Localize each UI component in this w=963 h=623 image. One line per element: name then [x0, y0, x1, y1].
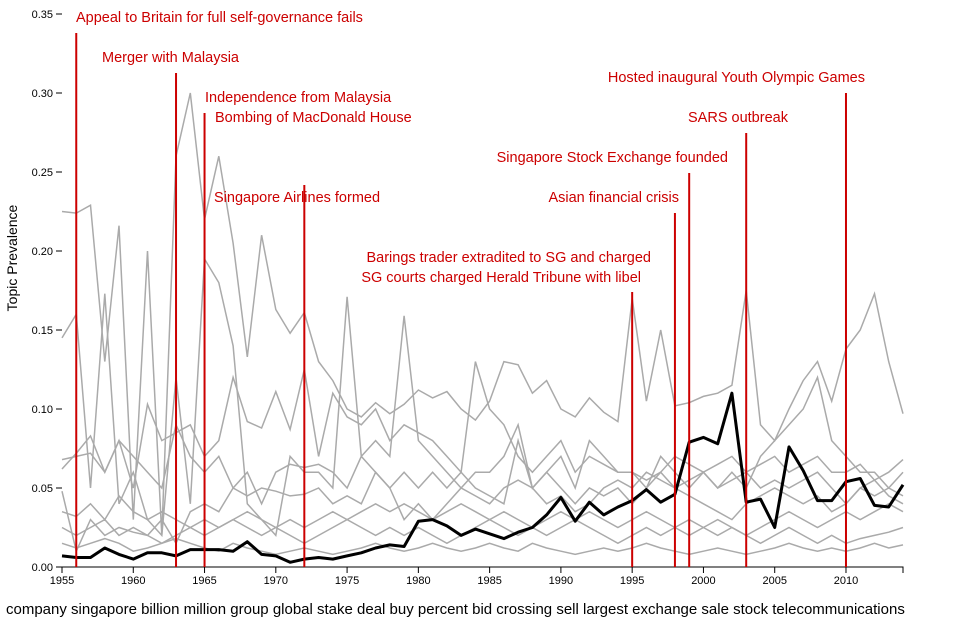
other-topic-lines	[61, 92, 904, 556]
x-tick-label: 2010	[834, 575, 858, 587]
event-label: Hosted inaugural Youth Olympic Games	[608, 70, 865, 86]
x-tick-label: 1955	[50, 575, 74, 587]
x-tick: 1955	[50, 567, 74, 587]
x-tick-label: 2005	[762, 575, 786, 587]
y-tick: 0.30	[32, 88, 62, 100]
event-label: Asian financial crisis	[548, 190, 679, 206]
event-label: Merger with Malaysia	[102, 50, 240, 66]
event-label: Singapore Airlines formed	[214, 190, 380, 206]
event-marker: Merger with Malaysia	[102, 50, 240, 567]
y-tick-label: 0.05	[32, 483, 53, 495]
event-label: Independence from Malaysia	[205, 90, 392, 106]
y-tick: 0.10	[32, 404, 62, 416]
x-tick-label: 1995	[620, 575, 644, 587]
x-tick: 2000	[691, 567, 716, 587]
x-tick: 1995	[620, 567, 644, 587]
y-axis: 0.00 0.05 0.10 0.15 0.20 0.25 0.30 0.35	[32, 9, 62, 574]
event-marker: Hosted inaugural Youth Olympic Games	[608, 70, 865, 567]
x-tick-label: 1985	[477, 575, 501, 587]
x-tick: 1970	[264, 567, 288, 587]
x-tick: 2005	[762, 567, 787, 587]
y-tick-label: 0.15	[32, 325, 53, 337]
y-tick-label: 0.35	[32, 9, 53, 21]
event-label: SG courts charged Herald Tribune with li…	[361, 270, 641, 286]
topic-caption: company singapore billion million group …	[6, 601, 905, 618]
x-tick-label: 1965	[192, 575, 216, 587]
x-tick-label: 1990	[549, 575, 573, 587]
topic-line	[61, 470, 904, 554]
topic-line	[61, 92, 904, 536]
x-tick-label: 1970	[264, 575, 288, 587]
event-label: SARS outbreak	[688, 110, 789, 126]
event-label: Appeal to Britain for full self-governan…	[76, 10, 363, 26]
x-tick: 1985	[477, 567, 502, 587]
y-tick: 0.05	[32, 483, 62, 495]
y-tick-label: 0.10	[32, 404, 53, 416]
topic-line	[61, 494, 904, 537]
y-tick: 0.25	[32, 167, 62, 179]
x-tick: 1975	[335, 567, 359, 587]
y-axis-label: Topic Prevalence	[4, 204, 20, 311]
event-marker: Appeal to Britain for full self-governan…	[75, 10, 363, 567]
event-marker: Barings trader extradited to SG and char…	[361, 250, 651, 567]
x-axis-line	[61, 566, 904, 573]
topic-line	[61, 518, 904, 545]
event-marker: Singapore Airlines formed	[214, 185, 380, 567]
topic-line	[61, 361, 904, 489]
highlighted-topic-line	[61, 391, 905, 564]
x-tick-label: 1975	[335, 575, 359, 587]
highlighted-topic-series	[61, 391, 905, 564]
x-tick: 1965	[192, 567, 217, 587]
x-tick: 1990	[549, 567, 573, 587]
y-tick: 0.15	[32, 325, 62, 337]
event-label: Singapore Stock Exchange founded	[497, 150, 728, 166]
event-label: Barings trader extradited to SG and char…	[366, 250, 651, 266]
topic-prevalence-chart: 0.00 0.05 0.10 0.15 0.20 0.25 0.30 0.35 1955 196…	[4, 9, 905, 587]
x-tick: 1960	[121, 567, 146, 587]
x-tick-label: 1960	[121, 575, 145, 587]
y-tick: 0.20	[32, 246, 62, 258]
event-marker: SARS outbreak	[688, 110, 789, 567]
x-tick: 2010	[834, 567, 858, 587]
y-tick: 0.00	[32, 562, 62, 574]
event-label: Bombing of MacDonald House	[215, 110, 412, 126]
x-tick: 1980	[406, 567, 431, 587]
x-axis: 1955 1960 1965 1970 1975 1980 1985 1990 1995 2000…	[50, 566, 904, 587]
x-tick-label: 2000	[691, 575, 715, 587]
topic-line	[61, 422, 904, 506]
y-tick: 0.35	[32, 9, 62, 21]
y-tick-label: 0.00	[32, 562, 53, 574]
historical-events: Appeal to Britain for full self-governan…	[75, 10, 865, 567]
y-tick-label: 0.25	[32, 167, 53, 179]
y-tick-label: 0.20	[32, 246, 53, 258]
topic-line	[61, 537, 904, 556]
event-marker: Asian financial crisis	[548, 190, 679, 567]
topic-line	[61, 256, 904, 538]
event-marker: Independence from Malaysia Bombing of Mac…	[203, 90, 412, 567]
y-tick-label: 0.30	[32, 88, 53, 100]
event-marker: Singapore Stock Exchange founded	[497, 150, 728, 567]
x-tick-label: 1980	[406, 575, 430, 587]
